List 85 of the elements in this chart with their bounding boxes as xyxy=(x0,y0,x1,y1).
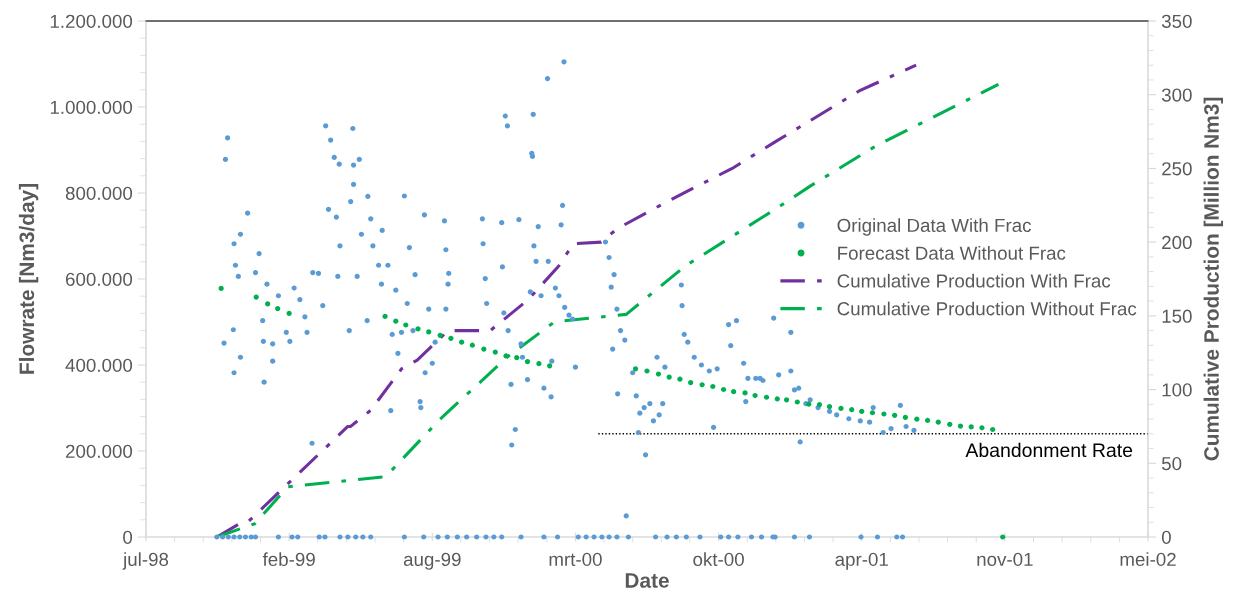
point xyxy=(503,353,509,359)
point xyxy=(957,423,964,429)
point xyxy=(979,425,985,431)
legend-label: Cumulative Production With Frac xyxy=(837,273,1111,288)
point xyxy=(947,421,953,427)
point xyxy=(655,371,662,377)
point xyxy=(469,342,475,348)
point xyxy=(666,374,672,380)
x-tick-label: feb-99 xyxy=(262,552,315,567)
point xyxy=(774,396,780,402)
point xyxy=(990,426,996,433)
legend-label: Cumulative Production Without Frac xyxy=(837,301,1137,316)
point xyxy=(826,404,833,410)
x-tick-label: mrt-00 xyxy=(549,552,602,567)
y2-tick-label: 100 xyxy=(1162,383,1192,397)
point xyxy=(415,326,421,332)
point xyxy=(752,392,758,399)
point xyxy=(632,366,639,372)
y2-tick-label: 350 xyxy=(1161,14,1192,28)
point xyxy=(437,332,443,338)
y2-tick-label: 0 xyxy=(1161,530,1171,544)
point xyxy=(382,313,388,320)
y2-tick-label: 50 xyxy=(1161,456,1182,471)
point xyxy=(426,329,432,335)
x-tick-label: nov-01 xyxy=(977,552,1033,567)
point xyxy=(763,394,770,400)
point xyxy=(547,363,553,369)
point xyxy=(644,368,650,374)
y2-tick-label: 250 xyxy=(1162,162,1192,176)
point xyxy=(869,410,876,416)
point xyxy=(968,424,974,430)
point xyxy=(393,318,399,324)
x-tick-label: aug-99 xyxy=(403,552,461,570)
point xyxy=(849,407,855,413)
point xyxy=(536,361,542,367)
y-tick-label: 200.000 xyxy=(65,444,133,458)
y-tick-label: 1.000.000 xyxy=(50,100,133,114)
point xyxy=(218,285,224,292)
x-tick-label: okt-00 xyxy=(693,552,744,567)
x-tick-label: apr-01 xyxy=(835,552,888,570)
y-tick-label: 800.000 xyxy=(65,186,133,200)
point xyxy=(914,416,920,422)
y-tick-label: 600.000 xyxy=(65,272,133,286)
y2-tick-label: 300 xyxy=(1161,88,1192,102)
point xyxy=(459,339,465,345)
point xyxy=(902,414,908,421)
point xyxy=(286,310,292,316)
point xyxy=(492,349,498,355)
y-tick-label: 1.200.000 xyxy=(50,14,133,28)
y2-axis-title: Cumulative Production [Million Nm3] xyxy=(1203,97,1224,461)
y2-tick-label: 150 xyxy=(1162,309,1192,323)
legend-label: Forecast Data Without Frac xyxy=(838,246,1066,260)
point xyxy=(448,335,454,341)
point xyxy=(935,419,941,425)
point xyxy=(859,408,865,415)
legend-label: Original Data With Frac xyxy=(837,218,1031,236)
point xyxy=(710,383,716,390)
point xyxy=(731,389,737,395)
point xyxy=(892,412,898,418)
point xyxy=(838,405,844,412)
point xyxy=(720,386,727,393)
y-axis-title: Flowrate [Nm3/day] xyxy=(18,184,39,374)
point xyxy=(794,399,800,405)
point xyxy=(524,358,531,365)
point xyxy=(1000,534,1006,540)
point xyxy=(253,294,259,300)
point xyxy=(881,411,887,417)
x-tick-label: jul-98 xyxy=(122,552,169,570)
x-tick-label: mei-02 xyxy=(1120,552,1176,567)
x-axis-title: Date xyxy=(625,573,669,588)
point xyxy=(265,301,271,307)
y2-tick-label: 200 xyxy=(1162,235,1192,250)
point xyxy=(677,376,683,382)
point xyxy=(699,382,705,388)
point xyxy=(481,346,487,352)
point xyxy=(783,397,790,403)
annotation: Abandonment Rate xyxy=(965,442,1133,458)
point xyxy=(688,380,694,386)
y-tick-label: 400.000 xyxy=(65,358,133,372)
point xyxy=(924,417,931,424)
point xyxy=(403,322,409,328)
y-tick-label: 0 xyxy=(123,530,133,544)
point xyxy=(742,390,748,396)
point xyxy=(275,306,281,312)
point xyxy=(514,355,520,361)
